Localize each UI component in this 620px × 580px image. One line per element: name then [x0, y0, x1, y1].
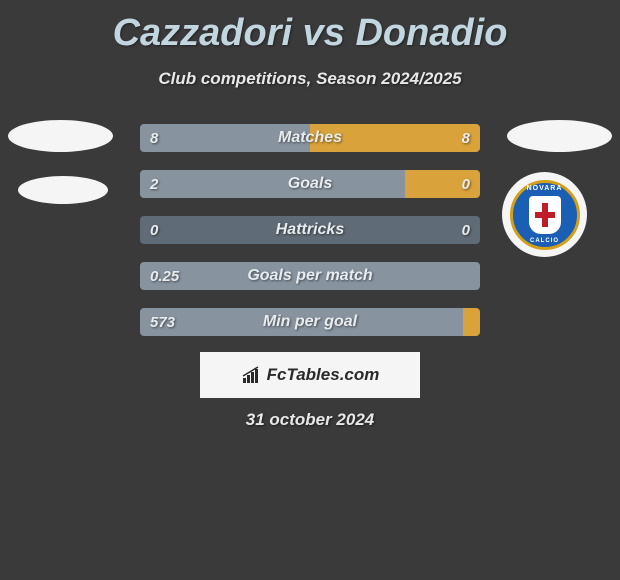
left-badge-1 — [8, 120, 113, 152]
brand-text: FcTables.com — [267, 365, 380, 385]
stat-row: 88Matches — [140, 124, 480, 152]
right-badge-novara: NOVARA CALCIO — [502, 172, 587, 257]
stat-label: Min per goal — [140, 308, 480, 336]
novara-text-top: NOVARA — [527, 185, 563, 192]
novara-cross-h — [535, 212, 555, 218]
stat-bars: 88Matches 20Goals 00Hattricks 0.25Goals per… — [140, 124, 480, 354]
left-badge-2 — [18, 176, 108, 204]
chart-icon — [241, 366, 263, 384]
stat-label: Goals — [140, 170, 480, 198]
brand-footer: FcTables.com — [200, 352, 420, 398]
stat-row: 0.25Goals per match — [140, 262, 480, 290]
right-team-badges: NOVARA CALCIO — [502, 120, 612, 257]
stat-label: Matches — [140, 124, 480, 152]
snapshot-date: 31 october 2024 — [0, 410, 620, 430]
right-badge-1 — [507, 120, 612, 152]
novara-shield — [529, 196, 561, 234]
stat-row: 00Hattricks — [140, 216, 480, 244]
novara-crest: NOVARA CALCIO — [510, 180, 580, 250]
stat-row: 573Min per goal — [140, 308, 480, 336]
comparison-subtitle: Club competitions, Season 2024/2025 — [0, 69, 620, 89]
stat-label: Hattricks — [140, 216, 480, 244]
left-team-badges — [8, 120, 113, 228]
stat-row: 20Goals — [140, 170, 480, 198]
novara-text-bot: CALCIO — [530, 238, 559, 244]
stat-label: Goals per match — [140, 262, 480, 290]
comparison-title: Cazzadori vs Donadio — [0, 0, 620, 55]
